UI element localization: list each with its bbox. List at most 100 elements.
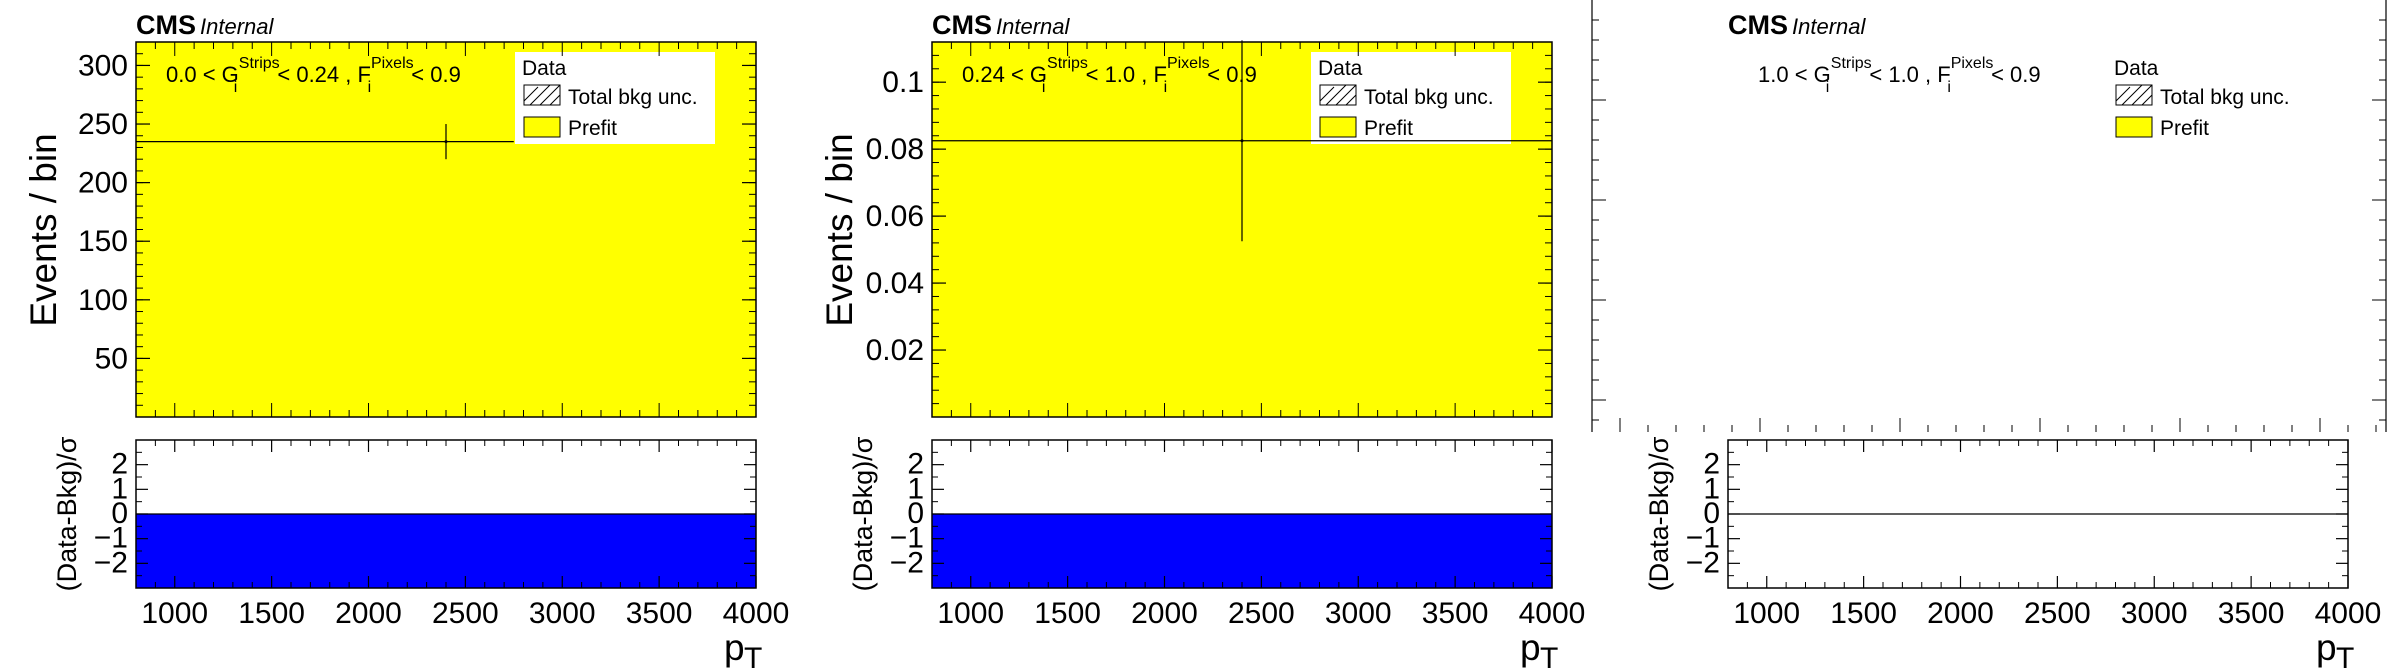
ratio-y-axis-title: (Data-Bkg)/σ bbox=[1644, 436, 1674, 591]
ratio-minor-ticks bbox=[932, 439, 1552, 589]
ratio-y-tick-label: −1 bbox=[890, 522, 924, 555]
legend-prefit-swatch bbox=[2115, 116, 2153, 138]
legend-prefit-label: Prefit bbox=[2160, 117, 2209, 140]
x-axis-title: p T bbox=[1520, 627, 1558, 672]
main-minor-ticks bbox=[136, 42, 756, 417]
legend-prefit-label: Prefit bbox=[568, 117, 617, 140]
x-ticks: 1000 1500 2000 2500 3000 3500 4000 bbox=[1733, 440, 2381, 630]
legend-data-label: Data bbox=[522, 57, 567, 80]
x-tick-label: 2500 bbox=[432, 597, 499, 630]
main-y-ticks: 0.02 0.04 0.06 0.08 0.1 bbox=[866, 66, 1552, 367]
x-tick-label: 2500 bbox=[2024, 597, 2091, 630]
x-tick-label: 1500 bbox=[238, 597, 305, 630]
x-tick-label: 1500 bbox=[1034, 597, 1101, 630]
main-y-tick-label: 0.1 bbox=[882, 66, 924, 99]
data-overlay bbox=[136, 124, 514, 160]
cms-header: CMS Internal bbox=[1728, 10, 1866, 40]
legend: Data Total bkg unc. Prefit bbox=[1311, 52, 1511, 144]
main-y-tick-label: 0.02 bbox=[866, 334, 924, 367]
x-axis-title-sub: T bbox=[2336, 642, 2354, 672]
ratio-y-axis-title: (Data-Bkg)/σ bbox=[52, 436, 82, 591]
legend-bkg-unc-swatch bbox=[2115, 84, 2153, 106]
x-tick-label: 2000 bbox=[335, 597, 402, 630]
ratio-y-tick-label: 1 bbox=[111, 472, 128, 505]
ratio-y-tick-label: −1 bbox=[1686, 522, 1720, 555]
x-tick-label: 3000 bbox=[2121, 597, 2188, 630]
main-edge-ticks bbox=[1592, 19, 2386, 421]
x-tick-label: 1500 bbox=[1830, 597, 1897, 630]
cms-sublabel: Internal bbox=[200, 14, 274, 39]
x-tick-label: 2000 bbox=[1131, 597, 1198, 630]
main-y-tick-label: 200 bbox=[78, 167, 128, 200]
x-ticks: 1000 1500 2000 2500 3000 3500 4000 bbox=[937, 440, 1585, 630]
y-axis-title: Events / bin bbox=[23, 133, 64, 326]
ratio-y-tick-label: 2 bbox=[907, 448, 924, 481]
legend-bkg-unc-label: Total bkg unc. bbox=[568, 86, 698, 109]
legend-bkg-unc-label: Total bkg unc. bbox=[2160, 86, 2290, 109]
ratio-y-tick-label: 2 bbox=[1703, 448, 1720, 481]
ratio-y-tick-label: 1 bbox=[1703, 472, 1720, 505]
legend-prefit-swatch bbox=[523, 116, 561, 138]
main-y-tick-label: 50 bbox=[95, 342, 128, 375]
legend: Data Total bkg unc. Prefit bbox=[2114, 57, 2290, 140]
ratio-y-tick-label: 2 bbox=[111, 448, 128, 481]
x-tick-label: 1000 bbox=[1733, 597, 1800, 630]
x-tick-label: 3000 bbox=[529, 597, 596, 630]
ratio-y-tick-label: −2 bbox=[890, 546, 924, 579]
legend-data-label: Data bbox=[2114, 57, 2159, 80]
main-y-ticks: 50 100 150 200 250 300 bbox=[78, 49, 756, 375]
x-tick-label: 2500 bbox=[1228, 597, 1295, 630]
x-ticks: 1000 1500 2000 2500 3000 3500 4000 bbox=[141, 440, 789, 630]
ratio-y-tick-label: −1 bbox=[94, 522, 128, 555]
data-overlay bbox=[932, 40, 1552, 242]
ratio-minor-ticks bbox=[1728, 439, 2348, 589]
ratio-y-tick-label: 0 bbox=[1703, 497, 1720, 530]
cms-label: CMS bbox=[136, 10, 196, 40]
x-axis-title-sub: T bbox=[1540, 642, 1558, 672]
pull-fill bbox=[932, 514, 1552, 588]
x-axis-title-main: p bbox=[1520, 627, 1541, 668]
legend-bkg-unc-swatch bbox=[523, 84, 561, 106]
cms-sublabel: Internal bbox=[996, 14, 1070, 39]
x-tick-label: 1000 bbox=[141, 597, 208, 630]
x-tick-label: 1000 bbox=[937, 597, 1004, 630]
legend-data-label: Data bbox=[1318, 57, 1363, 80]
ratio-y-tick-label: 0 bbox=[907, 497, 924, 530]
legend: Data Total bkg unc. Prefit bbox=[515, 52, 715, 144]
cms-header: CMS Internal bbox=[136, 10, 274, 40]
x-tick-label: 4000 bbox=[1519, 597, 1586, 630]
panel-1: CMS Internal 0.0 < GStrips i < 0.24 , FPi… bbox=[23, 10, 789, 672]
main-y-tick-label: 100 bbox=[78, 284, 128, 317]
x-tick-label: 3500 bbox=[626, 597, 693, 630]
data-point-marker bbox=[444, 140, 448, 144]
panel-3: CMS Internal 1.0 < GStrips i < 1.0 , FPix… bbox=[1591, 0, 2387, 672]
main-y-tick-label: 0.04 bbox=[866, 267, 924, 300]
cms-sublabel: Internal bbox=[1792, 14, 1866, 39]
legend-prefit-label: Prefit bbox=[1364, 117, 1413, 140]
cms-header: CMS Internal bbox=[932, 10, 1070, 40]
x-tick-label: 4000 bbox=[723, 597, 790, 630]
x-axis-title: p T bbox=[724, 627, 762, 672]
legend-prefit-swatch bbox=[1319, 116, 1357, 138]
ratio-y-tick-label: −2 bbox=[1686, 546, 1720, 579]
ratio-y-tick-label: −2 bbox=[94, 546, 128, 579]
cms-label: CMS bbox=[1728, 10, 1788, 40]
main-y-tick-label: 0.08 bbox=[866, 133, 924, 166]
main-y-tick-label: 150 bbox=[78, 225, 128, 258]
cms-label: CMS bbox=[932, 10, 992, 40]
x-tick-label: 4000 bbox=[2315, 597, 2382, 630]
x-tick-label: 3500 bbox=[1422, 597, 1489, 630]
legend-bkg-unc-label: Total bkg unc. bbox=[1364, 86, 1494, 109]
main-y-tick-label: 250 bbox=[78, 108, 128, 141]
x-axis-title: p T bbox=[2316, 627, 2354, 672]
x-tick-label: 3000 bbox=[1325, 597, 1392, 630]
x-tick-label: 2000 bbox=[1927, 597, 1994, 630]
main-y-tick-label: 300 bbox=[78, 49, 128, 82]
